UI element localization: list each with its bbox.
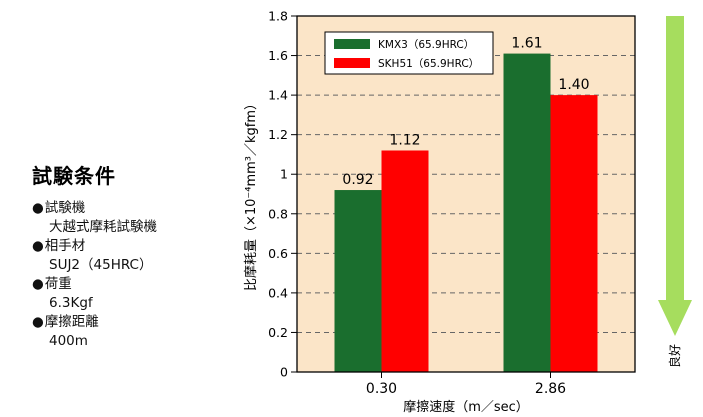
bar (503, 53, 551, 372)
data-label: 1.40 (558, 77, 589, 93)
y-tick-label: 0.8 (268, 206, 288, 221)
data-label: 1.12 (389, 132, 420, 148)
condition-label: 荷重 (32, 275, 232, 294)
y-tick-label: 1.2 (268, 127, 288, 142)
legend-label: SKH51（65.9HRC） (378, 58, 479, 70)
y-tick-label: 0 (280, 365, 288, 380)
x-tick-label: 2.86 (535, 381, 566, 397)
condition-item: 摩擦距離 400m (32, 313, 232, 351)
condition-value: 大越式摩耗試験機 (49, 219, 157, 235)
condition-label: 摩擦距離 (32, 313, 232, 332)
condition-value: 400m (49, 333, 88, 349)
condition-value: 6.3Kgf (49, 295, 93, 311)
condition-item: 相手材 SUJ2（45HRC） (32, 237, 232, 275)
plot-frame (296, 15, 636, 373)
x-axis-label: 摩擦速度（m／sec） (403, 399, 529, 415)
y-axis-label: 比摩耗量（×10⁻⁴mm³／kgfm） (243, 97, 259, 291)
condition-item: 試験機 大越式摩耗試験機 (32, 199, 232, 237)
y-tick-label: 1 (280, 167, 288, 182)
bar (550, 95, 598, 372)
y-tick-label: 0.6 (268, 246, 288, 261)
bar (381, 150, 429, 372)
legend-swatch (334, 39, 370, 49)
data-label: 0.92 (342, 172, 373, 188)
better-arrow (658, 16, 692, 336)
better-label: 良好 (667, 344, 682, 368)
condition-label: 試験機 (32, 199, 232, 218)
condition-item: 荷重 6.3Kgf (32, 275, 232, 313)
legend-swatch (334, 58, 370, 68)
conditions-title: 試験条件 (32, 164, 116, 188)
y-tick-label: 0.4 (268, 285, 288, 300)
y-tick-label: 0.2 (268, 325, 288, 340)
x-tick-label: 0.30 (366, 381, 397, 397)
condition-value: SUJ2（45HRC） (49, 257, 153, 273)
test-conditions-panel: 試験条件 試験機 大越式摩耗試験機 相手材 SUJ2（45HRC） 荷重 6.3… (32, 160, 232, 351)
bar (334, 190, 382, 372)
data-label: 1.61 (511, 36, 542, 52)
y-tick-label: 1.4 (268, 88, 288, 103)
y-tick-label: 1.8 (268, 9, 288, 24)
condition-label: 相手材 (32, 237, 232, 256)
legend-label: KMX3（65.9HRC） (378, 39, 474, 51)
y-tick-label: 1.6 (268, 48, 288, 63)
